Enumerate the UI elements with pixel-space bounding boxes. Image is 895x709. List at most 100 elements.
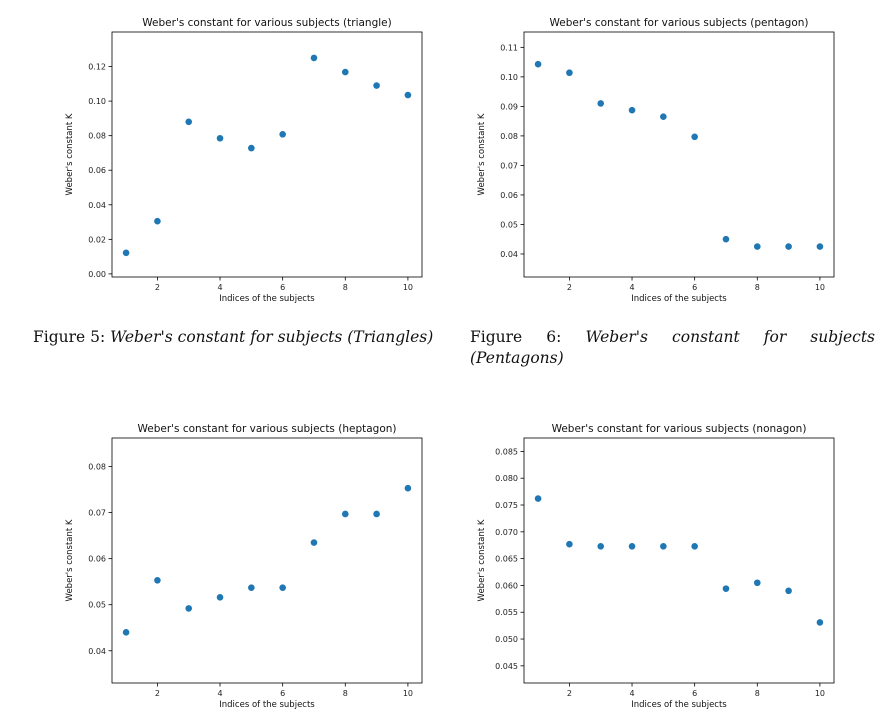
c1-point-9 — [785, 243, 792, 250]
c2-ylabel: Weber's constant K — [65, 519, 75, 601]
chart-triangle-svg: Weber's constant for various subjects (t… — [65, 17, 423, 304]
c1-ytick-label-2: 0.06 — [500, 191, 518, 200]
c1-ytick-label-4: 0.08 — [500, 132, 518, 141]
c0-ylabel: Weber's constant K — [65, 113, 75, 195]
c1-ytick-label-7: 0.11 — [500, 43, 518, 52]
c0-point-3 — [185, 118, 193, 126]
c1-ytick-label-5: 0.09 — [500, 102, 518, 111]
c3-ytick-label-1: 0.050 — [495, 635, 518, 644]
c2-point-2 — [154, 577, 161, 584]
c3-point-7 — [722, 585, 730, 592]
c1-ytick-label-0: 0.04 — [500, 250, 518, 259]
c3-ytick-label-2: 0.055 — [495, 608, 518, 617]
c1-ytick-label-1: 0.05 — [500, 220, 518, 229]
c0-xtick-label-1: 4 — [217, 283, 222, 292]
c2-ytick-label-2: 0.06 — [88, 555, 106, 564]
c1-point-1 — [534, 60, 542, 68]
c3-ytick-label-0: 0.045 — [495, 662, 518, 671]
c0-ytick-label-1: 0.02 — [88, 235, 106, 244]
c3-ytick-label-6: 0.075 — [495, 501, 518, 510]
c1-point-10 — [816, 243, 824, 250]
c1-point-4 — [628, 106, 636, 114]
c2-ytick-label-1: 0.05 — [88, 601, 106, 610]
c3-title: Weber's constant for various subjects (n… — [552, 423, 807, 435]
figure-5-text: Weber's constant for subjects (Triangles… — [110, 328, 434, 346]
c3-ytick-label-3: 0.060 — [495, 581, 518, 590]
c1-point-6 — [691, 133, 698, 141]
c0-plot-frame — [111, 31, 423, 278]
c0-ytick-label-5: 0.10 — [88, 97, 106, 106]
c0-point-4 — [216, 134, 224, 142]
c3-point-9 — [785, 587, 792, 595]
c1-point-8 — [753, 243, 761, 250]
c0-point-10 — [404, 91, 412, 99]
c1-ytick-label-3: 0.07 — [500, 161, 518, 170]
c3-ytick-label-5: 0.070 — [495, 528, 518, 537]
figure-6-caption: Figure 6: Weber's constant for subjects … — [470, 327, 875, 369]
c2-ytick-label-3: 0.07 — [88, 509, 106, 518]
c2-point-4 — [216, 594, 224, 601]
c1-xlabel: Indices of the subjects — [631, 294, 727, 304]
c1-point-2 — [566, 69, 573, 77]
chart-triangle: Weber's constant for various subjects (t… — [62, 12, 432, 304]
c3-point-4 — [628, 542, 636, 550]
c2-point-5 — [248, 584, 255, 591]
c0-ytick-label-2: 0.04 — [88, 201, 106, 210]
c2-xtick-label-4: 10 — [403, 689, 413, 698]
c3-xtick-label-3: 8 — [755, 689, 760, 698]
c3-ytick-label-8: 0.085 — [495, 447, 518, 456]
c0-point-5 — [248, 144, 255, 152]
c1-title: Weber's constant for various subjects (p… — [549, 17, 808, 29]
c0-xlabel: Indices of the subjects — [219, 294, 315, 304]
c0-point-2 — [154, 217, 161, 225]
c2-title: Weber's constant for various subjects (h… — [137, 423, 396, 435]
c2-xtick-label-1: 4 — [217, 689, 222, 698]
c3-ytick-label-7: 0.080 — [495, 474, 518, 483]
c0-point-1 — [122, 249, 130, 257]
c0-xtick-label-4: 10 — [403, 283, 413, 292]
c3-point-8 — [753, 579, 761, 587]
c3-ylabel: Weber's constant K — [477, 519, 487, 601]
c3-point-6 — [691, 542, 698, 550]
c0-ytick-label-0: 0.00 — [88, 270, 106, 279]
c2-xtick-label-3: 8 — [343, 689, 348, 698]
c2-ytick-label-0: 0.04 — [88, 647, 106, 656]
c2-ytick-label-4: 0.08 — [88, 463, 106, 472]
c1-xtick-label-1: 4 — [629, 283, 634, 292]
chart-nonagon: Weber's constant for various subjects (n… — [474, 418, 844, 709]
c0-title: Weber's constant for various subjects (t… — [142, 17, 391, 29]
c0-ytick-label-6: 0.12 — [88, 63, 106, 72]
c0-xtick-label-3: 8 — [343, 283, 348, 292]
c3-xtick-label-4: 10 — [815, 689, 825, 698]
chart-pentagon-svg: Weber's constant for various subjects (p… — [477, 17, 835, 304]
chart-pentagon: Weber's constant for various subjects (p… — [474, 12, 844, 304]
c3-point-5 — [660, 542, 667, 550]
c3-xtick-label-0: 2 — [567, 689, 572, 698]
c1-ylabel: Weber's constant K — [477, 113, 487, 195]
c2-point-8 — [341, 510, 349, 518]
c1-ytick-label-6: 0.10 — [500, 73, 518, 82]
c0-ytick-label-4: 0.08 — [88, 132, 106, 141]
c2-point-10 — [404, 484, 412, 492]
c3-xtick-label-2: 6 — [692, 689, 697, 698]
figure-6-label: Figure 6: — [470, 328, 562, 346]
c0-point-8 — [341, 68, 349, 76]
c3-point-1 — [534, 495, 542, 502]
c0-point-9 — [373, 82, 380, 89]
c0-xtick-label-2: 6 — [280, 283, 285, 292]
c1-xtick-label-2: 6 — [692, 283, 697, 292]
c3-ytick-label-4: 0.065 — [495, 555, 518, 564]
chart-heptagon-svg: Weber's constant for various subjects (h… — [65, 423, 423, 709]
c2-xtick-label-2: 6 — [280, 689, 285, 698]
c3-xtick-label-1: 4 — [629, 689, 634, 698]
c3-plot-frame — [523, 437, 835, 684]
c1-xtick-label-3: 8 — [755, 283, 760, 292]
c1-point-3 — [597, 100, 605, 107]
figure-5-label: Figure 5: — [33, 328, 106, 346]
c2-xlabel: Indices of the subjects — [219, 700, 315, 709]
c1-xtick-label-4: 10 — [815, 283, 825, 292]
c1-plot-frame — [523, 31, 835, 278]
c3-xlabel: Indices of the subjects — [631, 700, 727, 709]
figure-6-text: Weber's constant for subjects (Pentagons… — [470, 328, 876, 367]
c0-point-7 — [310, 54, 318, 62]
